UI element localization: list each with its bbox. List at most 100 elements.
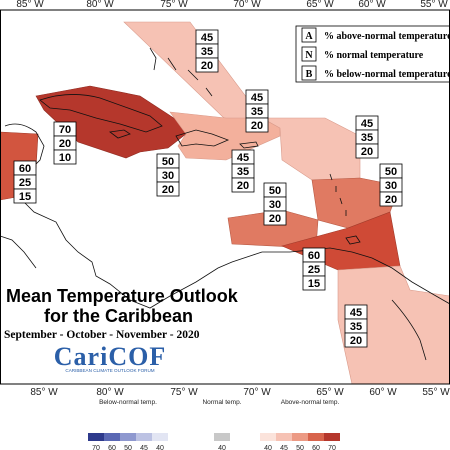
colorbar-above-tick: 45: [280, 445, 288, 450]
probability-normal-value: 30: [385, 180, 397, 192]
colorbar-above-tick: 50: [296, 445, 304, 450]
colorbar-below-tick: 50: [124, 445, 132, 450]
probability-above-value: 45: [361, 118, 373, 130]
probability-normal-value: 20: [59, 138, 71, 150]
probability-below-value: 20: [162, 184, 174, 196]
colorbar-above-tick: 60: [312, 445, 320, 450]
colorbar-below-swatch: [152, 433, 168, 441]
caricof-logo: CariCOF CARIBBEAN CLIMATE OUTLOOK FORUM: [44, 341, 176, 373]
lon-label-top: 65° W: [306, 0, 334, 10]
probability-above-value: 60: [308, 250, 320, 262]
probability-cell: [231, 177, 255, 193]
lon-label-bottom: 85° W: [30, 387, 58, 398]
lon-label-top: 70° W: [233, 0, 261, 10]
probability-above-value: 50: [385, 166, 397, 178]
probability-normal-value: 25: [308, 264, 320, 276]
colorbar-above-swatch: [308, 433, 324, 441]
colorbar-below-title: Below-normal temp.: [99, 399, 157, 406]
probability-normal-value: 35: [251, 106, 263, 118]
key-code-normal: N: [305, 50, 313, 61]
probability-cell: [13, 188, 37, 204]
probability-box-abc-islands: 50 30 20: [263, 182, 287, 226]
colorbar-below-tick: 45: [140, 445, 148, 450]
probability-below-value: 15: [19, 191, 31, 203]
logo-wordmark: CariCOF: [54, 342, 166, 371]
colorbar-below-tick: 40: [156, 445, 164, 450]
probability-box-eastern-caribbean: 50 30 20: [379, 163, 403, 207]
colorbar-normal-tick: 40: [218, 445, 226, 450]
probability-above-value: 45: [251, 92, 263, 104]
probability-cell: [195, 57, 219, 73]
probability-below-value: 20: [237, 180, 249, 192]
lon-label-top: 85° W: [16, 0, 44, 10]
region-guianas: [337, 265, 450, 385]
probability-normal-value: 30: [162, 170, 174, 182]
probability-cell: [379, 191, 403, 207]
probability-below-value: 10: [59, 152, 71, 164]
probability-cell: [53, 149, 77, 165]
probability-cell: [156, 181, 180, 197]
probability-normal-value: 35: [237, 166, 249, 178]
lon-label-bottom: 65° W: [316, 387, 344, 398]
colorbar-normal-swatch: [214, 433, 230, 441]
probability-below-value: 15: [308, 278, 320, 290]
probability-normal-value: 35: [201, 46, 213, 58]
colorbar-above-swatch: [276, 433, 292, 441]
colorbar-above-swatch: [324, 433, 340, 441]
title-block: Mean Temperature Outlook for the Caribbe…: [4, 286, 239, 341]
lon-label-bottom: 70° W: [243, 387, 271, 398]
probability-cell: [344, 332, 368, 348]
probability-below-value: 20: [361, 146, 373, 158]
key-label-normal: % normal temperature: [324, 50, 424, 61]
colorbar-above-title: Above-normal temp.: [281, 399, 340, 406]
forecast-period: September - October - November - 2020: [4, 329, 200, 341]
key-code-above: A: [305, 31, 313, 42]
probability-boxes: 45 35 20 45 35 20 70 20 10 60 25 15 45 35 20 50 30 20 45 35…: [13, 29, 403, 348]
probability-normal-value: 30: [269, 199, 281, 211]
lon-label-bottom: 80° W: [96, 387, 124, 398]
colorbar-above-swatch: [260, 433, 276, 441]
colorbar-below-swatch: [120, 433, 136, 441]
map-title-line2: for the Caribbean: [44, 306, 193, 326]
probability-above-value: 70: [59, 124, 71, 136]
colorbar: Below-normal temp. Normal temp. Above-no…: [88, 399, 340, 450]
probability-above-value: 50: [162, 156, 174, 168]
key-row-below: B % below-normal temperature: [301, 65, 450, 81]
probability-box-hispaniola: 45 35 20: [231, 149, 255, 193]
probability-below-value: 20: [269, 213, 281, 225]
probability-box-western-caribbean-sea: 50 30 20: [156, 153, 180, 197]
probability-box-turks-caicos-atlantic: 45 35 20: [245, 89, 269, 133]
probability-above-value: 45: [237, 152, 249, 164]
probability-above-value: 60: [19, 163, 31, 175]
key-row-normal: N % normal temperature: [301, 46, 424, 62]
lon-label-bottom: 60° W: [369, 387, 397, 398]
colorbar-below-swatch: [104, 433, 120, 441]
probability-above-value: 45: [350, 307, 362, 319]
colorbar-below-tick: 70: [92, 445, 100, 450]
logo-subtitle: CARIBBEAN CLIMATE OUTLOOK FORUM: [65, 368, 154, 373]
probability-box-central-america-belize: 60 25 15: [13, 160, 37, 204]
colorbar-cells: 70 60 50 45 40 40 40 45 50 60 70: [88, 433, 340, 450]
key-label-below: % below-normal temperature: [324, 69, 450, 80]
probability-normal-value: 35: [350, 321, 362, 333]
probability-cell: [263, 210, 287, 226]
colorbar-above-swatch: [292, 433, 308, 441]
colorbar-normal-title: Normal temp.: [202, 399, 241, 406]
probability-box-bahamas: 45 35 20: [195, 29, 219, 73]
probability-above-value: 45: [201, 32, 213, 44]
probability-normal-value: 35: [361, 132, 373, 144]
lon-label-top: 55° W: [420, 0, 448, 10]
probability-cell: [355, 143, 379, 159]
probability-above-value: 50: [269, 185, 281, 197]
probability-box-guianas: 45 35 20: [344, 304, 368, 348]
lon-label-top: 60° W: [358, 0, 386, 10]
probability-cell: [245, 117, 269, 133]
map-title-line1: Mean Temperature Outlook: [6, 286, 239, 306]
probability-below-value: 20: [201, 60, 213, 72]
key-label-above: % above-normal temperature: [324, 31, 450, 42]
probability-cell: [302, 275, 326, 291]
probability-box-cuba-jamaica: 70 20 10: [53, 121, 77, 165]
probability-below-value: 20: [385, 194, 397, 206]
lon-label-bottom: 75° W: [170, 387, 198, 398]
probability-box-trinidad-tobago: 60 25 15: [302, 247, 326, 291]
